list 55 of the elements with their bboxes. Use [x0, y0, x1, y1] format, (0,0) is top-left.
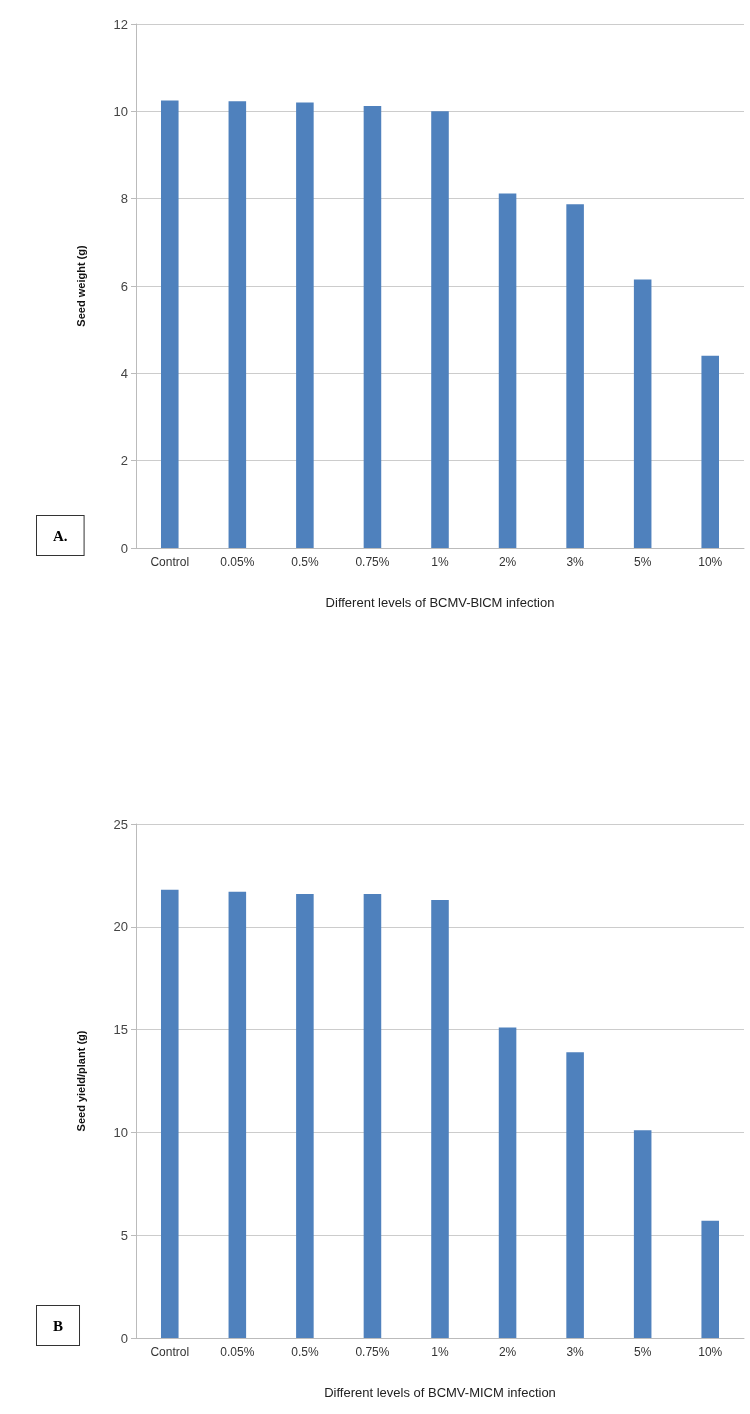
y-tick-label: 12	[113, 16, 128, 32]
bar	[161, 100, 179, 548]
text: A.	[53, 527, 68, 544]
x-tick-label: 3%	[566, 1345, 585, 1359]
y-tick-label: 0	[120, 540, 128, 556]
bar	[498, 193, 517, 548]
y-tick-label: 10	[113, 1124, 128, 1140]
bar	[431, 900, 449, 1338]
y-tick-label: 6	[120, 278, 128, 294]
x-tick-label: 0.5%	[291, 555, 319, 569]
x-tick-label: Control	[150, 1345, 190, 1359]
bar	[296, 893, 314, 1338]
y-tick-label: 0	[120, 1330, 128, 1346]
bar	[701, 1220, 719, 1338]
bar	[498, 1027, 517, 1338]
x-tick-label: 2%	[498, 555, 517, 569]
y-tick-label: 2	[120, 453, 128, 469]
bar	[701, 355, 719, 548]
y-tick-label: 8	[120, 191, 128, 207]
y-axis-title: Seed weight (g)	[74, 245, 87, 327]
x-axis-title: Different levels of BCMV-BlCM infection	[325, 595, 555, 610]
x-tick-label: Control	[150, 555, 190, 569]
x-tick-label: 0.05%	[220, 1345, 255, 1359]
x-tick-label: 10%	[698, 1345, 723, 1359]
bar	[161, 889, 179, 1338]
bar	[363, 106, 382, 548]
x-tick-label: 3%	[566, 555, 585, 569]
x-tick-label: 1%	[431, 1345, 449, 1359]
bar	[296, 102, 314, 548]
x-axis-title: Different levels of BCMV-MICM infection	[324, 1385, 556, 1400]
x-tick-label: 1%	[431, 555, 449, 569]
bar	[566, 204, 584, 548]
x-tick-label: 5%	[633, 1345, 652, 1359]
bar	[228, 891, 247, 1338]
bar	[566, 1052, 584, 1338]
bar	[633, 279, 652, 548]
bar	[431, 111, 449, 548]
x-tick-label: 2%	[498, 1345, 517, 1359]
bar	[228, 101, 247, 548]
bar	[363, 893, 382, 1338]
x-tick-label: 0.75%	[355, 1345, 390, 1359]
text: B	[53, 1317, 64, 1334]
x-tick-label: 0.5%	[291, 1345, 319, 1359]
y-tick-label: 20	[113, 919, 128, 935]
bar	[633, 1130, 652, 1338]
x-tick-label: 0.75%	[355, 555, 390, 569]
y-tick-label: 25	[113, 816, 128, 832]
y-tick-label: 15	[113, 1022, 128, 1038]
y-axis-title: Seed yield/plant (g)	[74, 1030, 87, 1132]
x-tick-label: 0.05%	[220, 555, 255, 569]
y-tick-label: 10	[113, 103, 128, 119]
y-tick-label: 5	[120, 1227, 128, 1243]
y-tick-label: 4	[120, 365, 128, 381]
x-tick-label: 5%	[633, 555, 652, 569]
x-tick-label: 10%	[698, 555, 723, 569]
